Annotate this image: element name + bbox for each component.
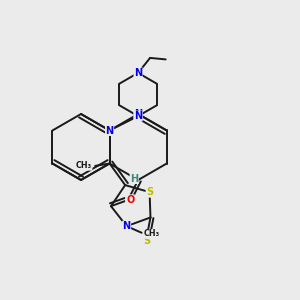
Text: S: S	[143, 236, 150, 247]
Text: N: N	[106, 125, 114, 136]
Text: S: S	[146, 187, 153, 197]
Text: N: N	[134, 111, 142, 121]
Text: H: H	[130, 173, 138, 184]
Text: O: O	[126, 196, 134, 206]
Text: N: N	[123, 221, 131, 231]
Text: CH₃: CH₃	[143, 230, 160, 238]
Text: N: N	[134, 109, 142, 119]
Text: N: N	[134, 68, 142, 78]
Text: O: O	[126, 195, 134, 205]
Text: CH₃: CH₃	[76, 161, 92, 170]
